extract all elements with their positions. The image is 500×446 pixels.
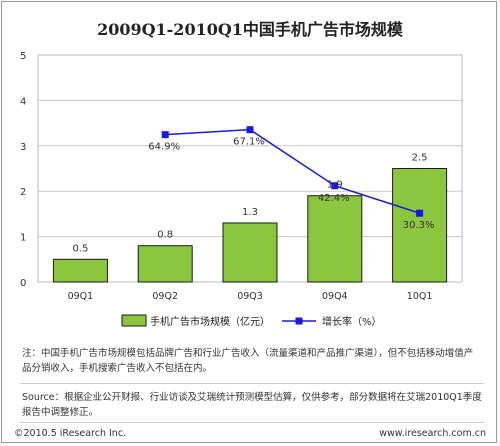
legend-bar-swatch: [121, 314, 147, 327]
y-tick-label: 1: [20, 233, 26, 244]
bar-value-label: 2.5: [412, 153, 428, 164]
bar-value-label: 0.8: [157, 230, 173, 241]
bar: [137, 245, 193, 283]
y-tick-label: 4: [20, 96, 26, 107]
growth-value-label: 67.1%: [233, 137, 265, 148]
x-tick-label: 10Q1: [407, 291, 433, 302]
growth-line: [165, 128, 420, 214]
website-url: www.iresearch.com.cn: [379, 428, 486, 439]
divider: [20, 422, 484, 423]
legend-line-label: 增长率（%）: [322, 315, 382, 328]
y-tick-label: 3: [20, 142, 26, 153]
bar-value-label: 1.3: [242, 207, 258, 218]
chart-title: 2009Q1-2010Q1中国手机广告市场规模: [97, 20, 403, 39]
growth-value-label: 42.4%: [318, 193, 350, 204]
growth-value-label: 64.9%: [148, 142, 180, 153]
copyright-text: ©2010.5 iResearch Inc.: [14, 428, 127, 439]
y-tick-label: 0: [20, 278, 26, 289]
bar-value-label: 0.5: [72, 243, 88, 254]
growth-point: [161, 131, 169, 139]
x-tick-label: 09Q3: [237, 291, 263, 302]
divider: [20, 383, 484, 384]
bar-value-label: 1.9: [327, 180, 343, 191]
note-scope: 注：中国手机广告市场规模包括品牌广告和行业广告收入（流量渠道和产品推广渠道），但…: [22, 348, 474, 374]
growth-point: [416, 209, 424, 217]
growth-value-label: 30.3%: [403, 220, 435, 231]
y-tick-label: 5: [20, 51, 26, 62]
bar: [307, 195, 363, 283]
legend-line-marker: [295, 317, 303, 325]
note-source: Source：根据企业公开财报、行业访谈及艾瑞统计预测模型估算，仅供参考，部分数…: [22, 392, 482, 418]
growth-point: [246, 126, 254, 134]
bar: [52, 258, 108, 283]
bar: [222, 222, 278, 283]
legend-bar-label: 手机广告市场规模（亿元）: [150, 315, 270, 328]
x-tick-label: 09Q1: [68, 291, 94, 302]
x-tick-label: 09Q2: [152, 291, 178, 302]
bar: [392, 168, 448, 283]
x-tick-label: 09Q4: [322, 291, 348, 302]
y-tick-label: 2: [20, 187, 26, 198]
growth-point: [331, 182, 339, 190]
